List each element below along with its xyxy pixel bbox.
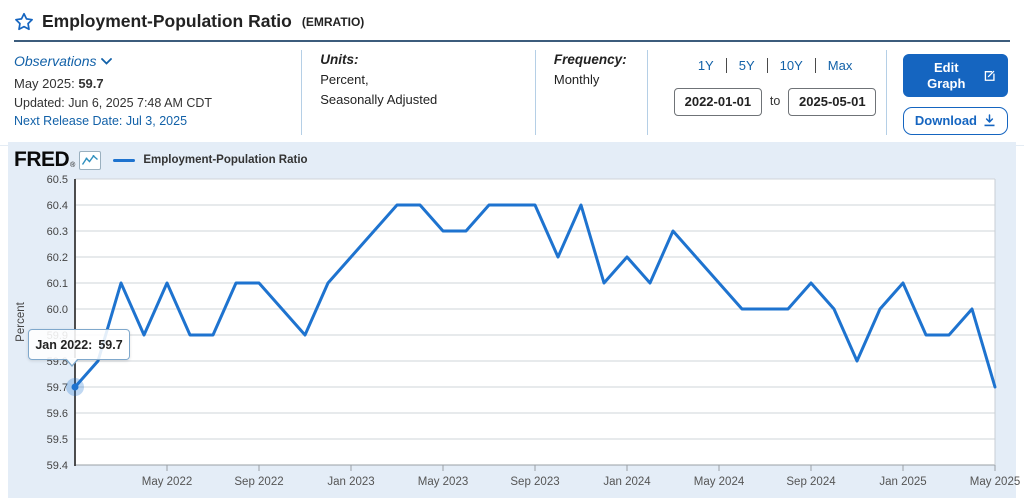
- y-tick-label: 60.2: [47, 252, 68, 264]
- legend-line-swatch: [113, 158, 136, 162]
- start-date-input[interactable]: [673, 87, 762, 116]
- tooltip-value: 59.7: [98, 337, 123, 352]
- x-tick-label: May 2025: [970, 476, 1021, 488]
- edit-icon: [984, 70, 995, 81]
- y-tick-label: 60.5: [47, 174, 68, 186]
- y-tick-label: 59.5: [47, 434, 68, 446]
- x-tick-label: May 2024: [694, 476, 745, 488]
- y-tick-label: 59.4: [47, 460, 68, 472]
- y-tick-label: 59.6: [47, 408, 68, 420]
- tooltip-date: Jan 2022:: [35, 337, 93, 352]
- chart-panel: FRED ® Employment-Population Ratio 59.4 5…: [8, 142, 1020, 498]
- y-axis-title: Percent: [15, 301, 27, 341]
- plot-background: [75, 179, 995, 465]
- series-code: (EMRATIO): [301, 14, 365, 29]
- observations-label: Observations: [14, 53, 97, 69]
- range-max-link[interactable]: Max: [827, 58, 853, 73]
- observations-column: Observations May 2025: 59.7 Updated: Jun…: [14, 50, 301, 135]
- download-label: Download: [914, 113, 977, 129]
- page-title: Employment-Population Ratio: [42, 11, 292, 31]
- units-value-line2: Seasonally Adjusted: [320, 91, 438, 107]
- chart-legend-row: FRED ® Employment-Population Ratio: [14, 148, 308, 172]
- data-tooltip: Jan 2022: 59.7: [28, 329, 130, 367]
- range-separator: [814, 58, 816, 74]
- observations-dropdown[interactable]: Observations: [14, 51, 113, 72]
- x-tick-label: May 2023: [418, 476, 469, 488]
- y-tick-label: 60.4: [47, 200, 68, 212]
- x-tick-label: May 2022: [142, 476, 193, 488]
- latest-observation-value: 59.7: [78, 76, 104, 91]
- range-10y-link[interactable]: 10Y: [779, 58, 803, 73]
- registered-mark: ®: [70, 162, 76, 169]
- edit-graph-label: Edit Graph: [927, 60, 966, 91]
- download-icon: [984, 114, 995, 127]
- range-shortcuts: 1Y 5Y 10Y Max: [664, 56, 886, 76]
- x-tick-label: Jan 2023: [327, 476, 374, 488]
- updated-timestamp: Updated: Jun 6, 2025 7:48 AM CDT: [14, 95, 213, 110]
- y-tick-label: 60.1: [47, 278, 68, 290]
- units-label: Units:: [320, 52, 359, 67]
- y-tick-label: 59.7: [47, 382, 68, 394]
- range-separator: [766, 58, 768, 74]
- units-value-line1: Percent,: [320, 72, 369, 88]
- series-header: Employment-Population Ratio (EMRATIO): [0, 0, 1024, 38]
- x-tick-label: Jan 2024: [603, 476, 651, 488]
- fred-chart-icon: [79, 150, 102, 170]
- chevron-down-icon: [101, 58, 113, 65]
- download-button[interactable]: Download: [902, 107, 1008, 135]
- highlight-point: [71, 383, 79, 391]
- frequency-column: Frequency: Monthly: [534, 50, 647, 135]
- end-date-input[interactable]: [788, 87, 877, 116]
- x-tick-label: Sep 2023: [510, 476, 559, 488]
- x-tick-label: Jan 2025: [879, 476, 926, 488]
- x-tick-label: Sep 2024: [786, 476, 836, 488]
- range-1y-link[interactable]: 1Y: [697, 58, 714, 73]
- favorite-star-icon[interactable]: [14, 12, 34, 32]
- date-to-label: to: [769, 94, 781, 109]
- date-range-inputs: to: [664, 87, 886, 116]
- latest-observation-date: May 2025:: [14, 76, 75, 91]
- meta-bar: Observations May 2025: 59.7 Updated: Jun…: [0, 42, 1024, 146]
- y-tick-label: 60.3: [47, 226, 68, 238]
- actions-column: Edit Graph Download: [885, 50, 1024, 135]
- range-separator: [725, 58, 727, 74]
- frequency-label: Frequency:: [553, 52, 627, 67]
- date-range-column: 1Y 5Y 10Y Max to: [647, 50, 886, 135]
- fred-logo: FRED: [14, 148, 70, 171]
- next-release-date: Next Release Date: Jul 3, 2025: [14, 114, 188, 129]
- title-divider: [14, 40, 1010, 42]
- chart-plot-area[interactable]: 59.459.559.659.759.859.960.060.160.260.3…: [8, 142, 1020, 498]
- y-tick-label: 60.0: [47, 304, 68, 316]
- edit-graph-button[interactable]: Edit Graph: [902, 54, 1008, 98]
- units-column: Units: Percent, Seasonally Adjusted: [301, 50, 535, 135]
- frequency-value: Monthly: [553, 72, 600, 88]
- x-tick-label: Sep 2022: [234, 476, 283, 488]
- legend-series-label: Employment-Population Ratio: [143, 154, 308, 166]
- range-5y-link[interactable]: 5Y: [738, 58, 755, 73]
- latest-observation: May 2025: 59.7: [14, 74, 301, 94]
- data-line: [73, 203, 997, 389]
